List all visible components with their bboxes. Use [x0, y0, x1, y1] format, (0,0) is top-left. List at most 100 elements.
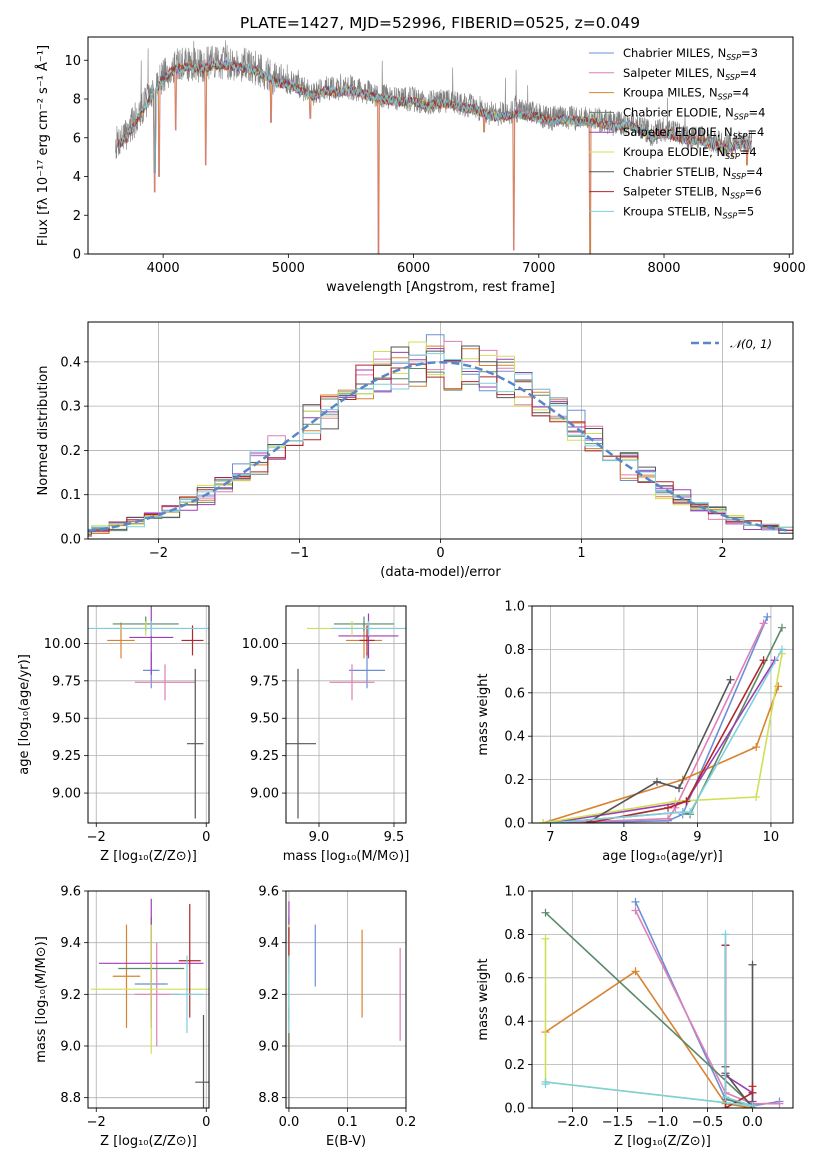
- series-line: [544, 912, 756, 1108]
- axes-frame: [285, 605, 407, 824]
- data-point-marker: [726, 675, 735, 684]
- data-point-marker: [777, 623, 786, 632]
- legend-entry: Kroupa STELIB, NSSP=5: [623, 204, 754, 220]
- x-tick-label: 7: [546, 830, 554, 845]
- axes-frame: [87, 890, 210, 1109]
- grid: [286, 606, 406, 823]
- y-tick-label: 9.4: [60, 936, 81, 951]
- error-bar-point-1: [329, 664, 375, 701]
- axes-frame: [285, 890, 407, 1109]
- data-point-marker: [721, 1104, 730, 1108]
- y-tick-label: 9.75: [52, 674, 81, 689]
- x-tick-label: 9000: [773, 261, 806, 276]
- panel-spectrum: 4000 5000 6000 7000 8000 9000 0 2 4 6 8 10 wavelengt…: [35, 36, 806, 295]
- x-axis-label: wavelength [Angstrom, rest frame]: [326, 280, 555, 295]
- data-point-marker: [752, 792, 761, 801]
- series-line: [545, 970, 753, 1108]
- y-tick-label: 9.00: [52, 787, 81, 802]
- data-point-marker: [721, 930, 730, 939]
- panel-mass-vs-ebv: 0.0 0.1 0.2 8.8 9.0 9.2 9.4 9.6 E(B-V): [258, 885, 416, 1150]
- data-point-marker: [546, 819, 555, 823]
- legend-entry: Salpeter STELIB, NSSP=6: [623, 185, 762, 201]
- series-line: [550, 623, 765, 823]
- data-point-marker: [664, 814, 673, 823]
- data-point-marker: [671, 797, 680, 806]
- x-axis-label: E(B-V): [326, 1134, 366, 1149]
- y-tick-label: 9.2: [60, 988, 81, 1003]
- series-line: [550, 616, 769, 823]
- error-bar-point-7: [359, 625, 375, 656]
- ticks: 0.0 0.1 0.2 8.8 9.0 9.2 9.4 9.6: [258, 885, 416, 1131]
- data-point-marker: [748, 1088, 757, 1097]
- ticks: −2.0 −1.5 −1.0 −0.5 0.0 0.0 0.2 0.4 0.6 0.8 1.0: [504, 885, 763, 1131]
- error-bar-point-7: [178, 903, 201, 1018]
- y-tick-label: 8: [73, 93, 81, 108]
- grid: [88, 322, 793, 540]
- legend-entry: Kroupa MILES, NSSP=4: [623, 86, 749, 102]
- series-7: [721, 941, 757, 1108]
- ticks: −2 0 9.00 9.25 9.50 9.75 10.00: [44, 637, 211, 845]
- y-tick-label: 9.00: [250, 787, 279, 802]
- ticks: 9.0 9.5 9.00 9.25 9.50 9.75 10.00: [242, 637, 405, 845]
- series-5: [539, 649, 786, 823]
- y-tick-label: 0.1: [60, 488, 81, 503]
- legend-entry: 𝒩(0, 1): [730, 337, 772, 351]
- y-axis-label: age [log₁₀(age/yr)]: [17, 654, 32, 775]
- panel-mass-weight-vs-z: −2.0 −1.5 −1.0 −0.5 0.0 0.0 0.2 0.4 0.6 0.8 1.0 Z […: [476, 885, 794, 1149]
- y-axis-label: mass weight: [476, 673, 491, 755]
- y-tick-label: 0.2: [504, 773, 525, 788]
- x-tick-label: 0.2: [396, 1115, 417, 1130]
- grid: [88, 890, 209, 1108]
- data-point-marker: [721, 1093, 730, 1102]
- y-tick-label: 10.00: [44, 637, 81, 652]
- data-point-marker: [664, 803, 673, 812]
- plot-area: [539, 612, 786, 823]
- x-tick-label: 8: [620, 830, 628, 845]
- data-point-marker: [631, 967, 640, 976]
- error-bar-point-8: [170, 955, 204, 1034]
- histogram-step-8: [88, 353, 793, 530]
- y-tick-label: 9.25: [250, 749, 279, 764]
- plot-area: [115, 40, 752, 254]
- grid: [88, 606, 209, 823]
- x-tick-label: 5000: [272, 261, 305, 276]
- ticks: 7 8 9 10 0.0 0.2 0.4 0.6 0.8 1.0: [504, 600, 779, 846]
- error-bar-point-1: [134, 664, 196, 701]
- ticks: −2 0 8.8 9.0 9.2 9.4 9.6: [60, 885, 210, 1131]
- error-bar-point-6: [195, 1015, 209, 1108]
- y-tick-label: 6: [73, 131, 81, 146]
- y-tick-label: 0.2: [60, 444, 81, 459]
- x-axis-label: mass [log₁₀(M/M⊙)]: [283, 849, 410, 864]
- y-tick-label: 0.0: [60, 533, 81, 548]
- plot-area: [88, 606, 209, 819]
- ticks: 4000 5000 6000 7000 8000 9000 0 2 4 6 8 10: [64, 54, 805, 276]
- error-bar-point-8: [331, 620, 406, 636]
- data-point-marker: [752, 743, 761, 752]
- y-tick-label: 0.0: [504, 1102, 525, 1117]
- x-tick-label: 6000: [397, 261, 430, 276]
- legend-entry: Chabrier ELODIE, NSSP=4: [623, 105, 765, 121]
- legend-entry: Chabrier STELIB, NSSP=4: [623, 165, 763, 181]
- plot-area: [88, 334, 793, 537]
- plot-area: [288, 901, 401, 1108]
- x-tick-label: −2.0: [557, 1115, 589, 1130]
- y-tick-label: 1.0: [504, 885, 525, 900]
- data-point-marker: [759, 619, 768, 628]
- y-tick-label: 0.2: [504, 1058, 525, 1073]
- grid: [532, 605, 793, 824]
- y-tick-label: 0.8: [504, 928, 525, 943]
- ticks: −2 −1 0 1 2 0.0 0.1 0.2 0.3 0.4: [60, 355, 726, 561]
- error-bar-point-6: [187, 668, 204, 819]
- x-tick-label: 8000: [647, 261, 680, 276]
- x-tick-label: 10: [763, 830, 780, 845]
- y-axis-label: mass [log₁₀(M/M⊙)]: [34, 936, 49, 1063]
- error-bar-point-3: [334, 616, 394, 632]
- error-bar-point-5: [90, 924, 209, 1054]
- data-point-marker: [763, 612, 772, 621]
- series-8: [546, 645, 786, 823]
- data-point-marker: [541, 1077, 550, 1086]
- y-tick-label: 8.8: [60, 1091, 81, 1106]
- y-tick-label: 9.50: [52, 712, 81, 727]
- legend: Chabrier MILES, NSSP=3 Salpeter MILES, NS…: [589, 46, 765, 220]
